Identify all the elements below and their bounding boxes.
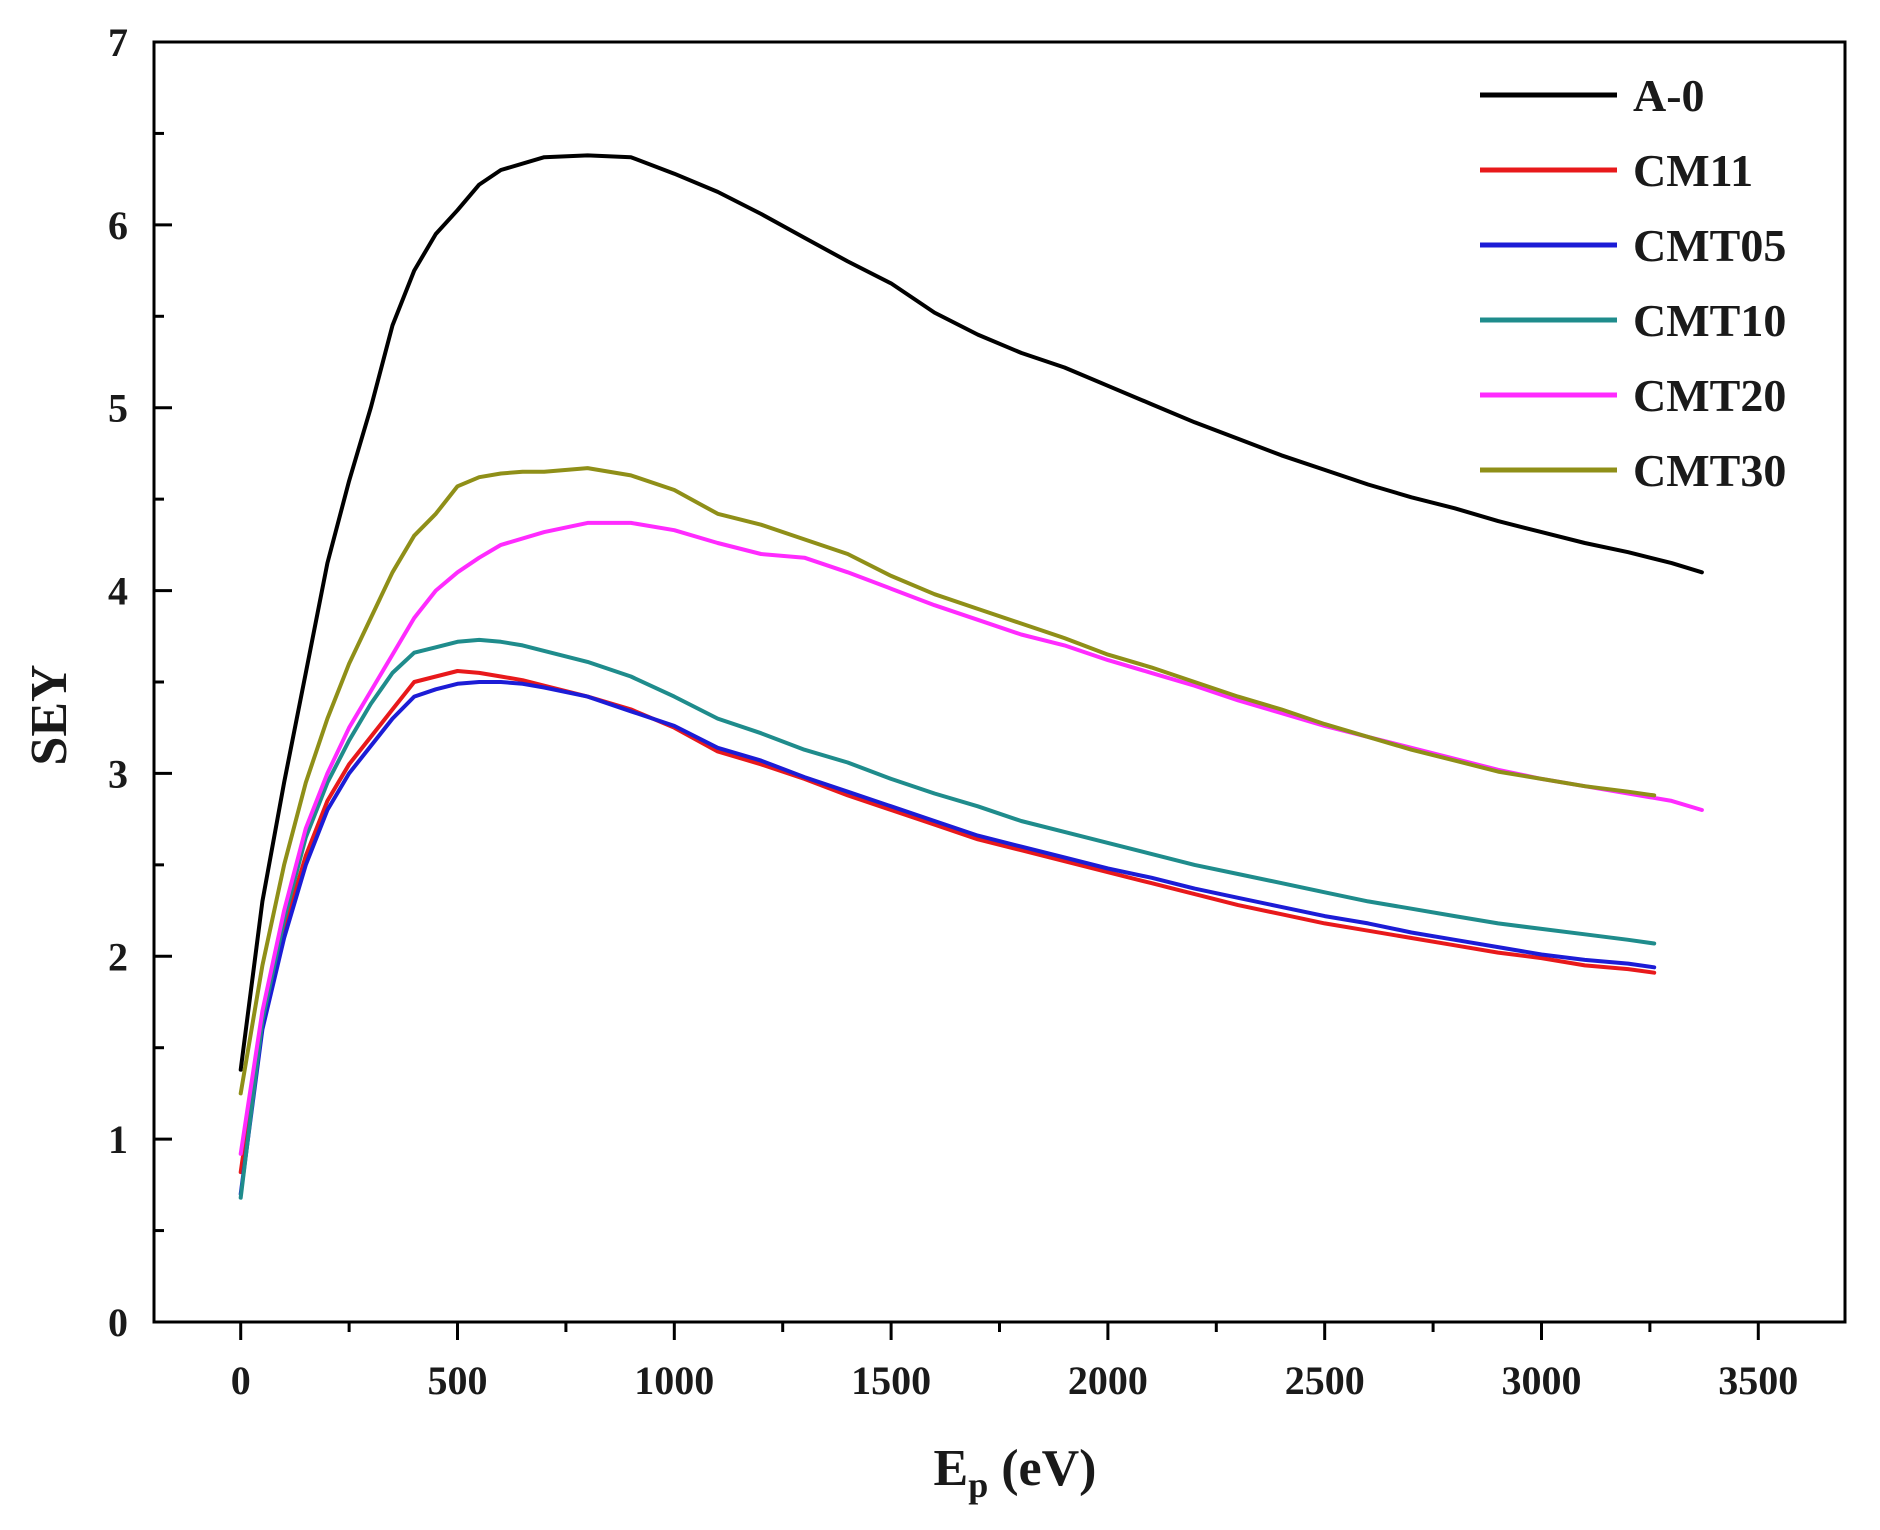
- y-tick-label: 1: [108, 1117, 128, 1162]
- y-tick-label: 3: [108, 751, 128, 796]
- x-axis-title-unit: (eV): [988, 1440, 1096, 1497]
- legend-label-cm11: CM11: [1633, 145, 1753, 196]
- x-tick-label: 1500: [851, 1358, 931, 1403]
- series-layer: [238, 153, 1704, 1200]
- axes-layer: 0 500 1000 1500 2000 2500 3000 3500 0 1 2 3 4 5 6 7: [108, 20, 1847, 1403]
- legend-label-cmt30: CMT30: [1633, 445, 1786, 496]
- legend-label-a-0: A-0: [1633, 70, 1705, 121]
- x-tick-label: 0: [231, 1358, 251, 1403]
- legend-label-cmt10: CMT10: [1633, 295, 1786, 346]
- x-tick-label: 2000: [1068, 1358, 1148, 1403]
- x-tick-label: 3500: [1718, 1358, 1798, 1403]
- x-tick-label: 2500: [1285, 1358, 1365, 1403]
- x-axis-title-subscript: p: [968, 1465, 988, 1505]
- y-tick-label: 6: [108, 203, 128, 248]
- series-line-cmt10: [238, 637, 1657, 1200]
- series-line-cmt05: [238, 680, 1657, 1196]
- y-axis-title: SEY: [21, 664, 78, 765]
- series-line-cmt30: [238, 466, 1657, 1096]
- y-tick-label: 5: [108, 386, 128, 431]
- x-tick-label: 1000: [634, 1358, 714, 1403]
- y-tick-label: 4: [108, 569, 128, 614]
- y-tick-label: 7: [108, 20, 128, 65]
- x-axis-title-main: E: [934, 1440, 969, 1497]
- y-tick-label: 0: [108, 1300, 128, 1345]
- x-tick-label: 3000: [1501, 1358, 1581, 1403]
- x-axis-title: Ep (eV): [934, 1440, 1097, 1505]
- legend-label-cmt20: CMT20: [1633, 370, 1786, 421]
- legend-label-cmt05: CMT05: [1633, 220, 1786, 271]
- series-line-a-0: [238, 153, 1704, 1072]
- legend: A-0 CM11 CMT05 CMT10 CMT20 CMT30: [1480, 70, 1786, 496]
- x-tick-label: 500: [428, 1358, 488, 1403]
- y-tick-label: 2: [108, 934, 128, 979]
